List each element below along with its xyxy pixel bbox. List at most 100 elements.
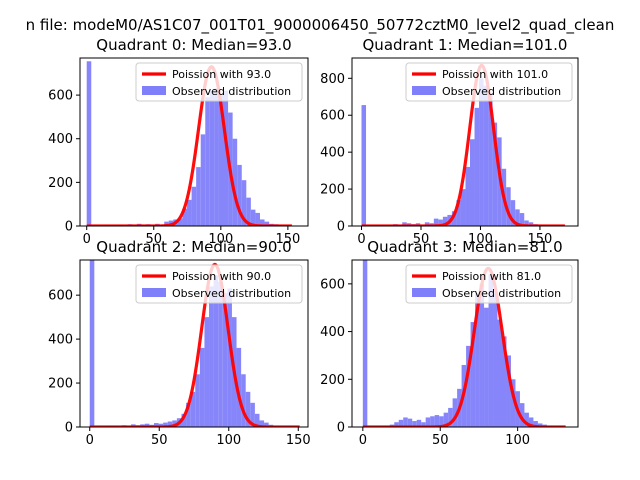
histogram-bar — [213, 275, 219, 427]
histogram-bar — [89, 260, 95, 427]
x-tick-label: 100 — [468, 232, 493, 247]
subplot-quadrant-1: 0 50 100 150 0 200 400 600 800 Poission with 101.… — [320, 36, 579, 247]
histogram-bar — [250, 402, 255, 427]
histogram-bar — [181, 413, 187, 427]
legend: Poission with 93.0 Observed distribution — [135, 62, 303, 102]
histogram-bar — [86, 61, 92, 226]
histogram-bar — [451, 211, 457, 226]
histogram-bar — [533, 421, 538, 427]
histogram-bar — [199, 347, 205, 427]
legend-line-label: Poission with 101.0 — [442, 68, 548, 81]
axes-frame — [351, 57, 579, 227]
y-tick-label: 0 — [337, 421, 345, 436]
legend-box — [405, 264, 573, 304]
legend: Poission with 101.0 Observed distribution — [405, 62, 573, 102]
histogram-bar — [214, 88, 219, 226]
histogram-bar — [153, 423, 159, 427]
x-tick-label: 50 — [413, 232, 430, 247]
y-tick-label: 200 — [320, 183, 345, 198]
histogram-bar — [501, 336, 507, 427]
histogram-bar — [241, 180, 247, 226]
histogram-bar — [519, 213, 525, 226]
histogram-bar — [172, 420, 177, 427]
x-tick-label: 100 — [216, 433, 241, 448]
histogram-bar — [246, 197, 251, 226]
histogram-bar — [434, 415, 440, 427]
histogram-bar — [430, 416, 435, 427]
histogram-bar — [259, 219, 265, 226]
histogram-bar — [479, 78, 484, 226]
histogram-bar — [510, 379, 516, 427]
axes-frame — [79, 259, 309, 428]
x-tick-label: 50 — [145, 232, 162, 247]
histogram-bar — [182, 208, 188, 226]
histogram-bar — [407, 418, 413, 427]
legend-bar-swatch — [412, 288, 436, 297]
histogram-bar — [537, 423, 543, 427]
histogram-bar — [254, 413, 260, 427]
histogram-bar — [488, 274, 494, 427]
legend-bar-swatch — [142, 86, 166, 95]
histogram-bar — [403, 417, 408, 427]
histogram-bar — [209, 286, 214, 427]
y-tick-label: 200 — [320, 373, 345, 388]
subplot-quadrant-3: 0 50 100 0 200 400 600 Poission with 81.0 Observ… — [320, 238, 579, 448]
histogram-bar — [506, 187, 511, 226]
subplot-quadrant-2: 0 50 100 150 0 200 400 600 Poission with 90.0 Obs… — [48, 238, 311, 448]
x-tick-label: 100 — [208, 232, 233, 247]
histogram-bar — [524, 412, 529, 427]
histogram-bar — [425, 417, 431, 427]
legend-line-label: Poission with 93.0 — [172, 68, 271, 81]
poisson-curve — [362, 266, 567, 427]
histogram-bar — [361, 105, 367, 226]
histogram-bar — [218, 95, 224, 226]
x-tick-label: 50 — [432, 433, 449, 448]
histogram-bar — [470, 322, 476, 427]
subplot-quadrant-0: 0 50 100 150 0 200 400 600 Poission with 93.0 Obs… — [48, 36, 309, 247]
legend-box — [135, 264, 303, 304]
histogram-bar — [362, 260, 368, 427]
subplot-title: Quadrant 1: Median=101.0 — [363, 36, 568, 54]
histogram-bar — [241, 374, 246, 427]
histogram-bar — [236, 347, 242, 427]
histogram-bar — [196, 167, 201, 226]
histogram-bar — [493, 293, 498, 427]
histogram-bar — [466, 345, 471, 427]
histogram-bar — [479, 283, 485, 427]
y-tick-label: 400 — [48, 132, 73, 147]
histogram-bar — [187, 199, 192, 226]
histogram-bar — [469, 139, 475, 226]
legend-line-label: Poission with 81.0 — [442, 270, 541, 283]
legend-box — [135, 62, 303, 102]
histogram-bar — [205, 97, 210, 226]
x-tick-label: 50 — [151, 433, 168, 448]
plot-area — [362, 260, 570, 427]
axes-frame — [351, 259, 579, 428]
legend-line-label: Poission with 90.0 — [172, 270, 271, 283]
y-tick-label: 0 — [65, 220, 73, 235]
y-tick-label: 600 — [48, 289, 73, 304]
histogram-bar — [227, 288, 232, 427]
histogram-bar — [223, 90, 229, 226]
x-tick-label: 0 — [359, 433, 367, 448]
legend-bar-swatch — [142, 288, 166, 297]
histogram-bar — [255, 212, 260, 226]
histogram-bar — [452, 398, 458, 427]
subplot-title: Quadrant 0: Median=93.0 — [96, 36, 291, 54]
histogram-bar — [483, 85, 489, 226]
histogram-bar — [515, 209, 520, 226]
legend-bar-label: Observed distribution — [172, 85, 291, 98]
figure-suptitle: n file: modeM0/AS1C07_001T01_9000006450_… — [26, 16, 615, 35]
legend: Poission with 81.0 Observed distribution — [405, 264, 573, 304]
y-tick-label: 600 — [320, 277, 345, 292]
y-tick-label: 600 — [320, 109, 345, 124]
histogram-bar — [177, 218, 183, 226]
histogram-bar — [412, 421, 417, 427]
histogram-bar — [524, 220, 529, 226]
histogram-bar — [438, 219, 443, 226]
y-tick-label: 600 — [48, 89, 73, 104]
histogram-bar — [394, 422, 399, 427]
histogram-bar — [528, 222, 534, 226]
histogram-bar — [158, 423, 164, 427]
